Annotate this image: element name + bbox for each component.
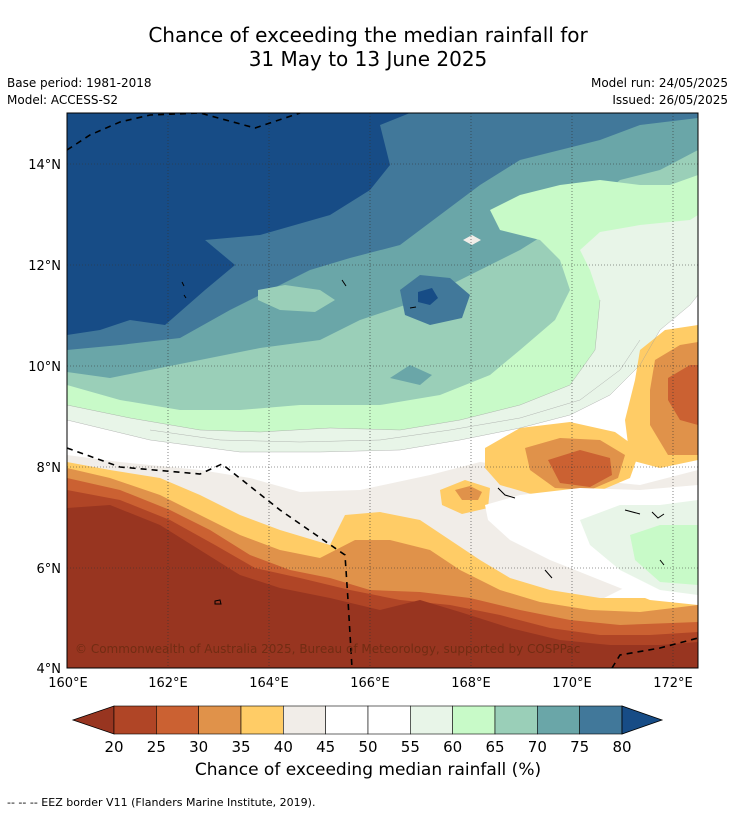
graticule (67, 113, 698, 668)
issued-date: Issued: 26/05/2025 (612, 93, 728, 107)
lon-label-162e: 162°E (148, 676, 188, 691)
lat-label-10n: 10°N (28, 360, 61, 375)
lat-label-14n: 14°N (28, 158, 61, 173)
colorbar-tick-label: 20 (104, 738, 123, 756)
patch-9n-teal (390, 365, 432, 385)
lat-label-6n: 6°N (37, 562, 62, 577)
colorbar-tick-label: 30 (189, 738, 208, 756)
lat-label-8n: 8°N (37, 461, 62, 476)
lon-label-168e: 168°E (451, 676, 491, 691)
colorbar-tick-label: 65 (485, 738, 504, 756)
model-name: Model: ACCESS-S2 (7, 93, 119, 107)
lat-label-12n: 12°N (28, 259, 61, 274)
lon-label-164e: 164°E (249, 676, 289, 691)
model-run: Model run: 24/05/2025 (590, 76, 728, 90)
latitude-labels: 14°N 12°N 10°N 8°N 6°N 4°N (28, 158, 61, 677)
patch-small-35 (455, 486, 482, 500)
colorbar-segment (198, 705, 242, 735)
colorbar: 20 25 30 35 40 45 50 55 60 65 70 75 80 (71, 705, 664, 756)
lon-label-160e: 160°E (48, 676, 88, 691)
patch-mid-30 (548, 450, 612, 487)
colorbar-tick-label: 40 (274, 738, 293, 756)
copyright-notice: © Commonwealth of Australia 2025, Bureau… (75, 642, 580, 656)
base-period: Base period: 1981-2018 (7, 76, 152, 90)
lat-label-4n: 4°N (37, 662, 62, 677)
patch-11n-green (258, 285, 335, 312)
plot-frame (66, 112, 699, 669)
colorbar-segment (113, 705, 157, 735)
colorbar-segment (494, 705, 538, 735)
colorbar-tick-label: 80 (612, 738, 631, 756)
colorbar-tick-label: 35 (231, 738, 250, 756)
colorbar-segment (240, 705, 284, 735)
colorbar-tick-label: 70 (528, 738, 547, 756)
colorbar-tick-label: 60 (443, 738, 462, 756)
colorbar-segment (579, 705, 623, 735)
title-line-2: 31 May to 13 June 2025 (248, 47, 488, 71)
colorbar-segment (367, 705, 411, 735)
colorbar-tick-label: 75 (570, 738, 589, 756)
eez-borders (67, 113, 698, 668)
band-below-20 (67, 505, 698, 668)
lon-label-170e: 170°E (552, 676, 592, 691)
colorbar-high-arrow (621, 705, 664, 735)
contour-lines (67, 294, 698, 453)
colorbar-segment (452, 705, 496, 735)
colorbar-label: Chance of exceeding median rainfall (%) (194, 760, 542, 780)
patch-11n-blue-inner (418, 288, 438, 305)
lon-label-166e: 166°E (350, 676, 390, 691)
colorbar-segment (537, 705, 580, 735)
patch-12n-white (463, 235, 481, 245)
longitude-labels: 160°E 162°E 164°E 166°E 168°E 170°E 172°… (48, 676, 693, 691)
patch-right-30 (668, 365, 698, 425)
colorbar-segment (410, 705, 453, 735)
colorbar-tick-label: 25 (147, 738, 166, 756)
colorbar-segment (283, 705, 326, 735)
colorbar-low-arrow (71, 705, 115, 735)
patch-lower-green (630, 525, 698, 585)
eez-footnote: -- -- -- EEZ border V11 (Flanders Marine… (7, 796, 316, 809)
title-line-1: Chance of exceeding the median rainfall … (148, 23, 588, 47)
colorbar-tick-label: 50 (358, 738, 377, 756)
colorbar-tick-label: 55 (401, 738, 420, 756)
lon-label-172e: 172°E (653, 676, 693, 691)
islands (181, 279, 665, 605)
colorbar-tick-label: 45 (316, 738, 335, 756)
colorbar-segment (156, 705, 199, 735)
rainfall-contour-field: © Commonwealth of Australia 2025, Bureau… (67, 113, 698, 668)
colorbar-segment (325, 705, 369, 735)
